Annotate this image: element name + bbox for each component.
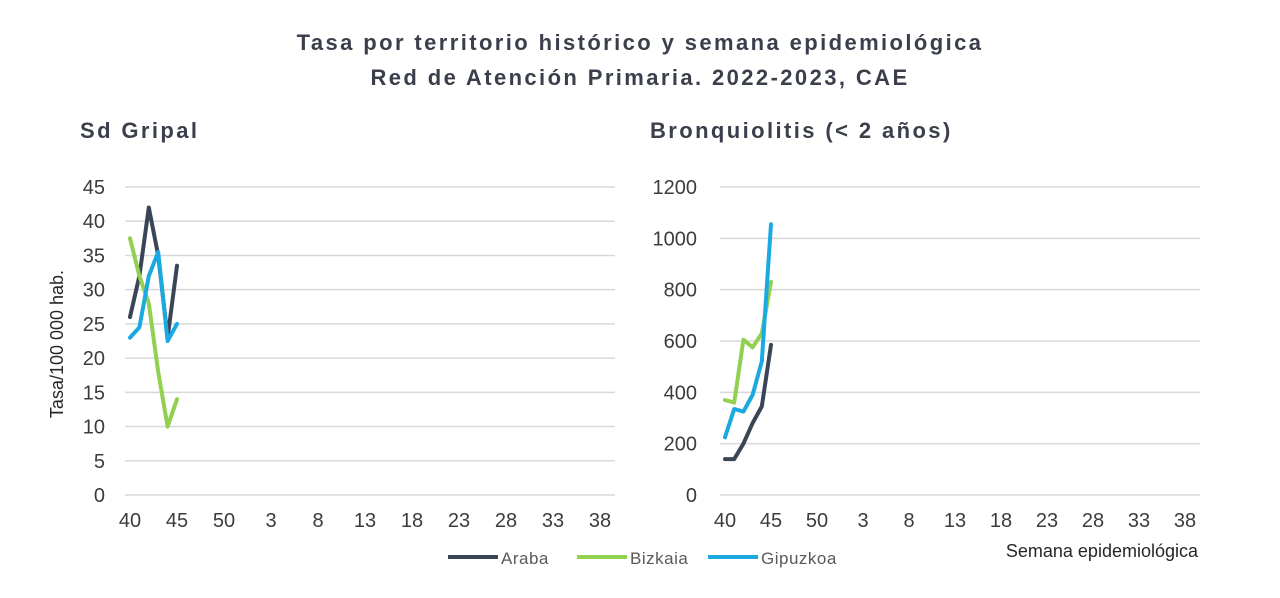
x-tick-label: 8 [903,510,914,532]
x-tick-label: 33 [542,510,564,532]
x-tick-label: 8 [312,510,323,532]
y-tick-label: 5 [94,451,105,473]
y-tick-label: 10 [83,417,105,439]
legend-label-araba: Araba [501,549,549,568]
x-tick-label: 13 [354,510,376,532]
y-tick-label: 45 [83,177,105,199]
x-tick-label: 28 [1082,510,1104,532]
y-tick-label: 0 [686,485,697,507]
y-tick-label: 600 [664,331,697,353]
x-tick-label: 33 [1128,510,1150,532]
x-tick-label: 18 [401,510,423,532]
chart-title-line2: Red de Atención Primaria. 2022-2023, CAE [370,65,910,90]
chart-title-line1: Tasa por territorio histórico y semana e… [296,30,984,55]
y-tick-label: 1000 [653,228,698,250]
left-chart-title: Sd Gripal [80,118,200,143]
x-axis-label: Semana epidemiológica [1006,541,1199,561]
y-tick-label: 1200 [653,177,698,199]
x-tick-label: 3 [265,510,276,532]
x-tick-label: 40 [119,510,141,532]
x-tick-label: 3 [857,510,868,532]
y-tick-label: 15 [83,382,105,404]
series-line-araba [723,342,773,462]
x-tick-label: 18 [990,510,1012,532]
series-line-gipuzkoa [128,250,179,343]
y-tick-label: 35 [83,245,105,267]
y-tick-label: 400 [664,382,697,404]
y-tick-label: 30 [83,280,105,302]
y-tick-label: 800 [664,280,697,302]
y-axis-label: Tasa/100 000 hab. [47,270,67,418]
y-tick-label: 40 [83,211,105,233]
y-tick-label: 0 [94,485,105,507]
y-tick-label: 25 [83,314,105,336]
x-tick-label: 50 [213,510,235,532]
x-tick-label: 50 [806,510,828,532]
x-tick-label: 38 [589,510,611,532]
x-tick-label: 13 [944,510,966,532]
x-tick-label: 28 [495,510,517,532]
x-tick-label: 45 [166,510,188,532]
x-tick-label: 23 [1036,510,1058,532]
legend-label-gipuzkoa: Gipuzkoa [761,549,837,568]
series-line-bizkaia [128,236,179,429]
legend-label-bizkaia: Bizkaia [630,549,688,568]
y-tick-label: 200 [664,434,697,456]
x-tick-label: 45 [760,510,782,532]
x-tick-label: 23 [448,510,470,532]
x-tick-label: 38 [1174,510,1196,532]
y-tick-label: 20 [83,348,105,370]
x-tick-label: 40 [714,510,736,532]
right-chart-title: Bronquiolitis (< 2 años) [650,118,953,143]
series-line-araba [128,205,179,340]
series-line-gipuzkoa [723,222,773,440]
